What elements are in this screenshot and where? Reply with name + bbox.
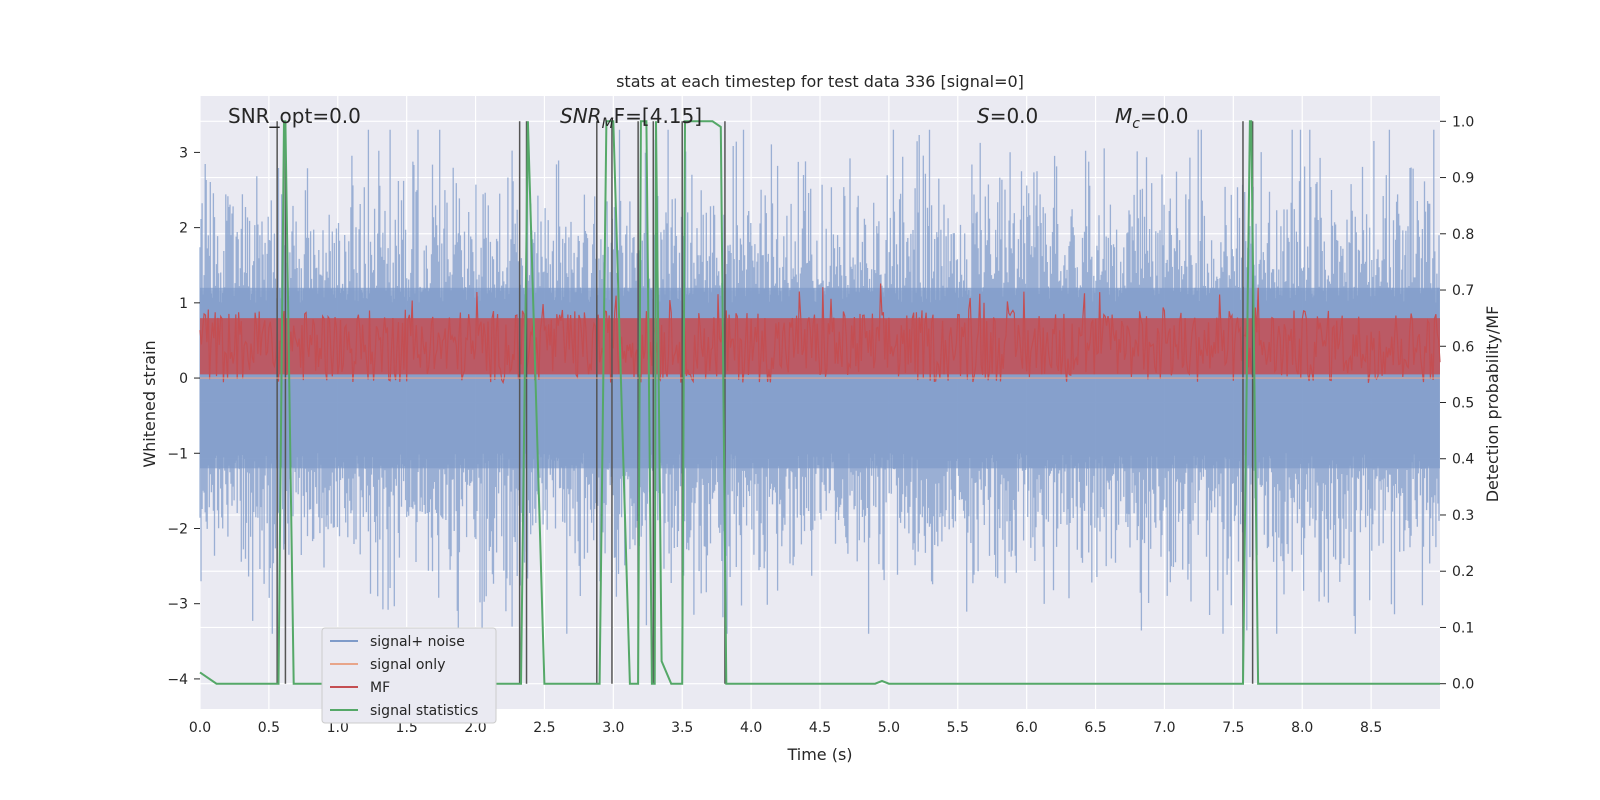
y-tick-label: 1	[179, 296, 188, 312]
signal-statistics-series	[199, 120, 1440, 685]
x-tick-label: 5.5	[947, 720, 969, 736]
y-tick-label: 2	[179, 221, 188, 237]
legend-label-mf: MF	[370, 680, 390, 696]
legend-label-signal-only: signal only	[370, 657, 445, 673]
y-tick-label: −2	[167, 521, 188, 537]
annotation-mc: Mc=0.0	[1115, 104, 1189, 132]
y2-axis-label: Detection probability/MF	[1483, 306, 1502, 503]
annotation-snr-mf-prefix: SNR	[560, 104, 602, 128]
y-axis-label: Whitened strain	[140, 340, 159, 467]
legend-box	[321, 627, 497, 724]
x-axis-label: Time (s)	[786, 745, 852, 764]
y-tick-label: 0	[179, 371, 188, 387]
x-tick-label: 5.0	[878, 720, 900, 736]
y-tick-label: 3	[179, 145, 188, 161]
annotation-snr-mf-sub: M	[602, 116, 614, 132]
y-tick-label: −4	[167, 672, 188, 688]
annotation-mc-label: M	[1115, 104, 1132, 128]
y-axis-right: 1.0 0.9 0.8 0.7 0.6 0.5 0.4 0.3 0.2 0.1 0.0	[1440, 114, 1474, 693]
y2-tick-label: 0.0	[1452, 677, 1474, 693]
y2-tick-label: 1.0	[1452, 114, 1474, 130]
chart-title: stats at each timestep for test data 336…	[616, 72, 1024, 91]
legend-label-signal-statistics: signal statistics	[370, 703, 478, 719]
x-tick-label: 0.0	[189, 720, 211, 736]
y-tick-label: −1	[167, 446, 188, 462]
y2-tick-label: 0.9	[1452, 171, 1474, 187]
annotation-snr-mf: SNRMF=[4.15]	[560, 104, 702, 132]
y2-tick-label: 0.6	[1452, 339, 1474, 355]
y2-tick-label: 0.8	[1452, 227, 1474, 243]
y2-tick-label: 0.2	[1452, 564, 1474, 580]
x-tick-label: 1.0	[327, 720, 349, 736]
y2-tick-label: 0.4	[1452, 452, 1474, 468]
annotation-mc-sub: c	[1132, 116, 1140, 132]
x-tick-label: 7.0	[1153, 720, 1175, 736]
x-tick-label: 0.5	[258, 720, 280, 736]
y-tick-label: −3	[167, 597, 188, 613]
x-tick-label: 3.0	[602, 720, 624, 736]
x-axis: 0.0 0.5 1.0 1.5 2.0 2.5 3.0 3.5 4.0 4.5 5.0 5.5 6.0 6…	[189, 720, 1382, 736]
y2-tick-label: 0.3	[1452, 508, 1474, 524]
mf-series	[199, 283, 1441, 385]
x-tick-label: 6.0	[1016, 720, 1038, 736]
x-tick-label: 8.0	[1291, 720, 1313, 736]
x-tick-label: 8.5	[1360, 720, 1382, 736]
legend-label-noise: signal+ noise	[370, 634, 465, 650]
y2-tick-label: 0.7	[1452, 283, 1474, 299]
x-tick-label: 4.0	[740, 720, 762, 736]
annotation-s: S=0.0	[977, 104, 1038, 128]
annotation-s-value: =0.0	[990, 104, 1039, 128]
x-tick-label: 4.5	[809, 720, 831, 736]
annotation-snr-mf-suffix: F=[4.15]	[614, 104, 702, 128]
x-tick-label: 1.5	[396, 720, 418, 736]
x-tick-label: 2.5	[533, 720, 555, 736]
mf-trace	[199, 283, 1441, 385]
x-tick-label: 2.0	[464, 720, 486, 736]
x-tick-label: 7.5	[1222, 720, 1244, 736]
x-tick-label: 3.5	[671, 720, 693, 736]
legend: signal+ noise signal only MF signal stat…	[321, 627, 497, 724]
y2-tick-label: 0.1	[1452, 620, 1474, 636]
y-axis-left: 3 2 1 0 −1 −2 −3 −4	[167, 145, 200, 688]
annotation-snr-opt: SNR_opt=0.0	[228, 104, 361, 128]
y2-tick-label: 0.5	[1452, 396, 1474, 412]
annotation-s-label: S	[977, 104, 990, 128]
signal-statistics-line	[199, 120, 1440, 685]
x-tick-label: 6.5	[1084, 720, 1106, 736]
annotation-mc-value: =0.0	[1140, 104, 1189, 128]
